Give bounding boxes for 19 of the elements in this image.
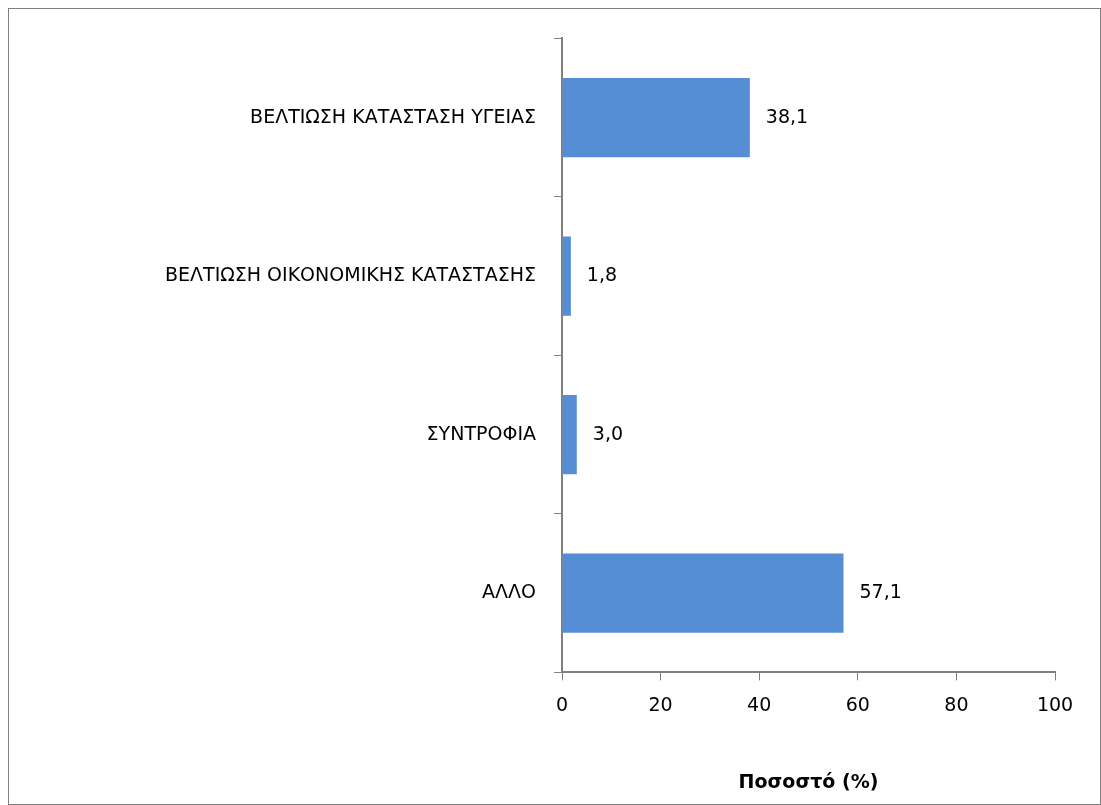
y-tick-label: ΑΛΛΟ bbox=[482, 580, 536, 603]
x-tick-label: 80 bbox=[944, 692, 969, 715]
data-label: 38,1 bbox=[765, 104, 809, 127]
bar bbox=[562, 553, 844, 633]
bar bbox=[562, 395, 577, 475]
data-label: 1,8 bbox=[586, 263, 618, 286]
y-tick-label: ΣΥΝΤΡΟΦΙΑ bbox=[426, 421, 536, 444]
x-tick-label: 0 bbox=[555, 692, 569, 715]
bar bbox=[562, 236, 571, 316]
x-tick-label: 60 bbox=[845, 692, 870, 715]
y-tick-label: ΒΕΛΤΙΩΣΗ ΚΑΤΑΣΤΑΣΗ ΥΓΕΙΑΣ bbox=[250, 104, 536, 127]
x-axis-title: Ποσοστό (%) bbox=[738, 769, 879, 792]
data-label: 3,0 bbox=[592, 421, 624, 444]
bar bbox=[562, 78, 750, 158]
x-tick-label: 20 bbox=[648, 692, 673, 715]
x-tick-label: 100 bbox=[1036, 692, 1074, 715]
y-tick-label: ΒΕΛΤΙΩΣΗ ΟΙΚΟΝΟΜΙΚΗΣ ΚΑΤΑΣΤΑΣΗΣ bbox=[165, 263, 536, 286]
data-label: 57,1 bbox=[859, 580, 902, 603]
x-tick-label: 40 bbox=[747, 692, 772, 715]
